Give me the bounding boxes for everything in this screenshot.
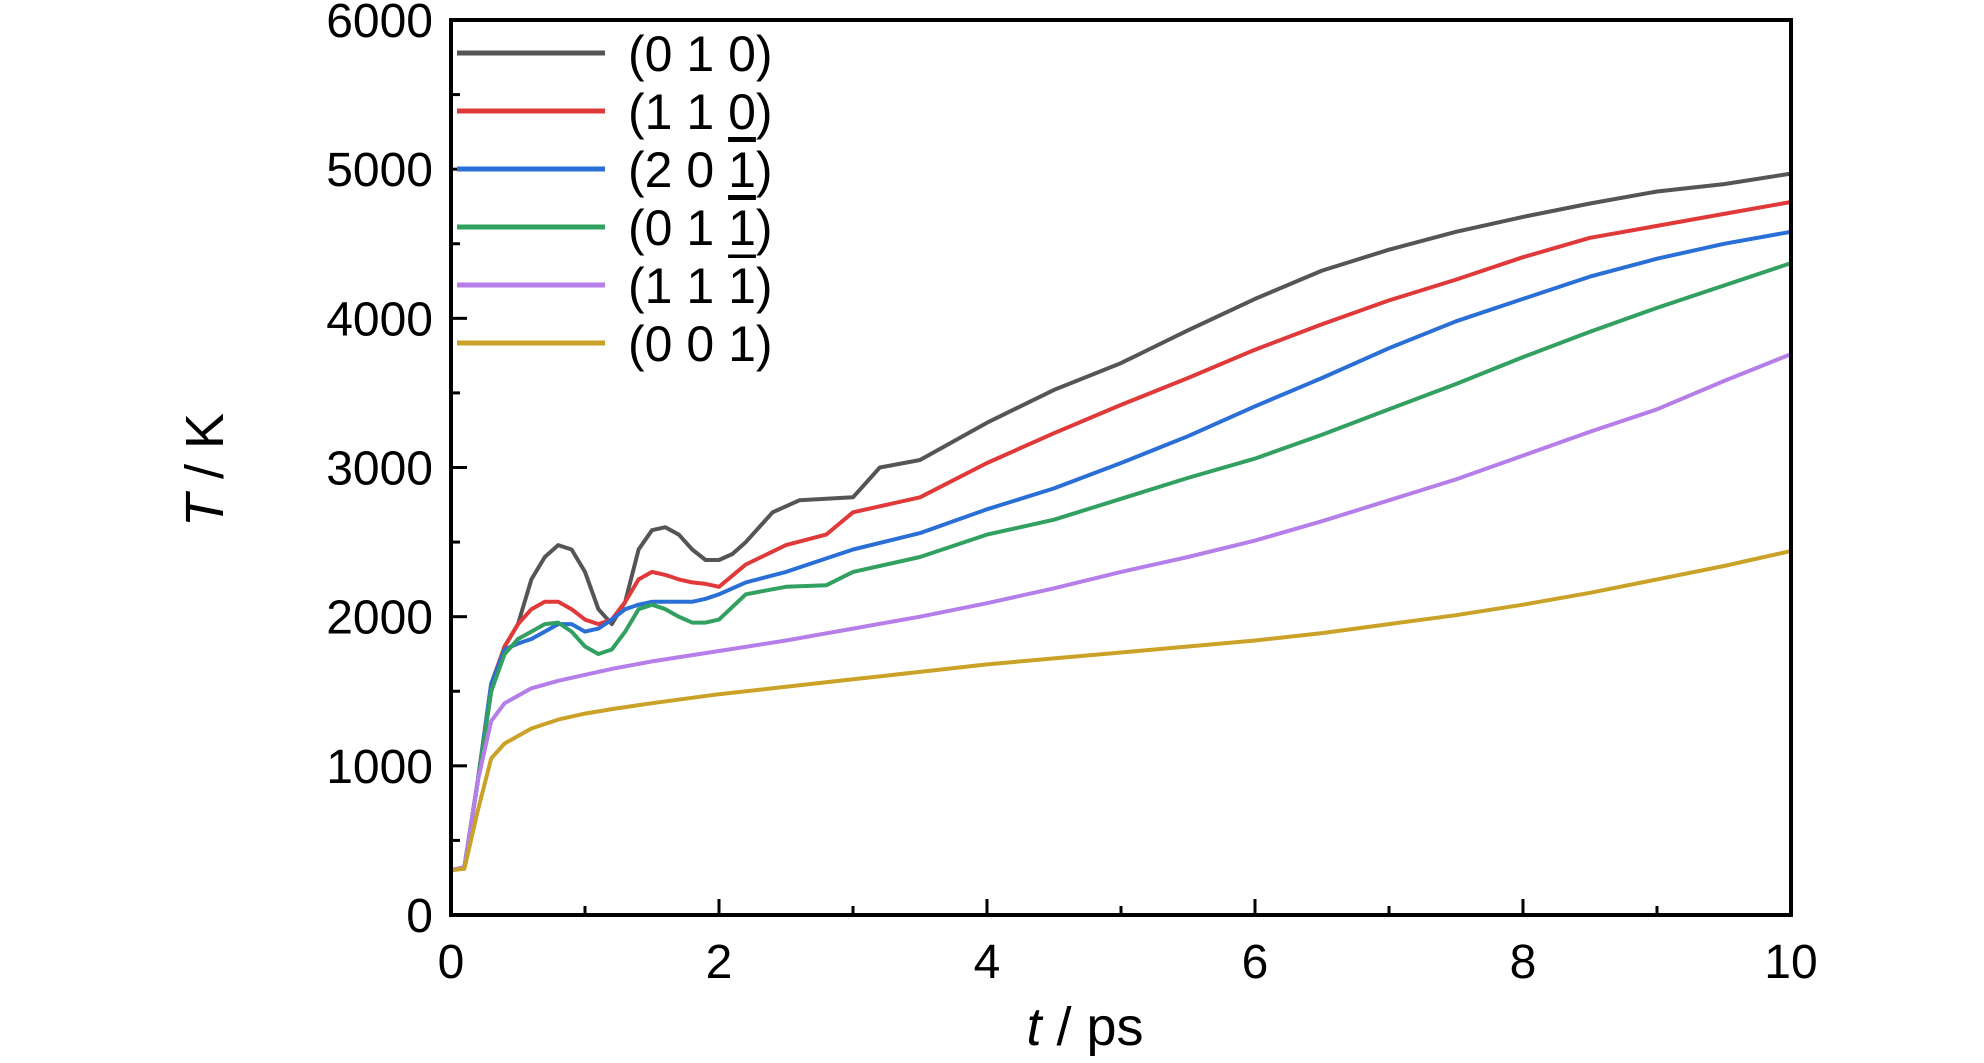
- y-tick-label: 1000: [326, 741, 433, 794]
- y-axis-title: T / K: [175, 413, 235, 527]
- x-tick-label: 10: [1764, 936, 1817, 989]
- series-line-0: [449, 171, 1793, 873]
- legend-label-0: (0 1 0): [628, 26, 773, 82]
- axis-ticks: 0 2 4 6 8 10 0 1000 2000 3000 4000 5000 6000: [326, 0, 1817, 989]
- y-tick-label: 4000: [326, 293, 433, 346]
- series-line-4: [449, 352, 1793, 873]
- x-axis-unit: / ps: [1041, 997, 1143, 1057]
- x-tick-label: 6: [1242, 936, 1269, 989]
- legend-label-5: (0 0 1): [628, 316, 773, 372]
- y-tick-label: 0: [406, 890, 433, 943]
- y-tick-label: 5000: [326, 144, 433, 197]
- y-tick-label: 6000: [326, 0, 433, 48]
- x-tick-label: 4: [974, 936, 1001, 989]
- x-tick-label: 2: [706, 936, 733, 989]
- legend-label-1: (1 1 0): [628, 84, 773, 140]
- x-tick-label: 8: [1510, 936, 1537, 989]
- legend-label-2: (2 0 1): [628, 142, 773, 198]
- series-line-3: [449, 261, 1793, 873]
- series-line-1: [449, 200, 1793, 873]
- legend-label-4: (1 1 1): [628, 258, 773, 314]
- y-axis-unit: / K: [175, 413, 235, 494]
- x-axis-title: t / ps: [1026, 997, 1143, 1057]
- series-line-5: [449, 549, 1793, 873]
- y-tick-label: 2000: [326, 592, 433, 645]
- x-axis-variable: t: [1026, 997, 1043, 1057]
- series-layer: [449, 171, 1793, 873]
- legend-label-3: (0 1 1): [628, 200, 773, 256]
- x-tick-label: 0: [438, 936, 465, 989]
- legend: (0 1 0)(1 1 0)(2 0 1)(0 1 1)(1 1 1)(0 0 …: [457, 26, 773, 372]
- y-tick-label: 3000: [326, 443, 433, 496]
- series-line-2: [449, 229, 1793, 873]
- y-axis-variable: T: [175, 490, 235, 527]
